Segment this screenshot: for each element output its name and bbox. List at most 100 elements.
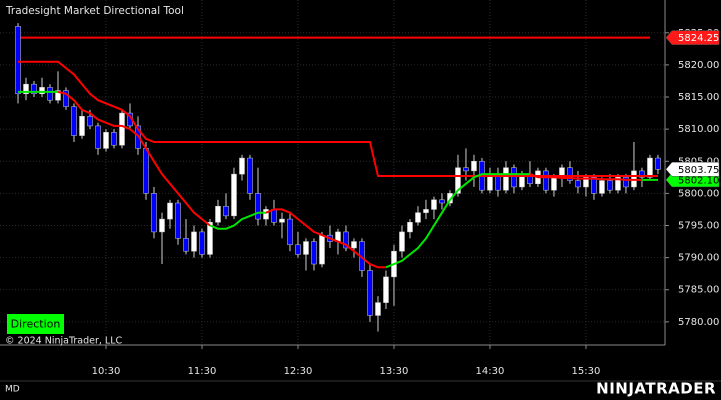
candle-body bbox=[175, 202, 181, 239]
candle-body bbox=[191, 231, 197, 252]
candle-body bbox=[295, 244, 301, 255]
x-tick-label: 15:30 bbox=[572, 366, 601, 377]
candle-body bbox=[615, 177, 621, 191]
candle-body bbox=[255, 193, 261, 220]
plot bbox=[15, 23, 661, 332]
candle-body bbox=[343, 231, 349, 249]
candle-body bbox=[151, 193, 157, 233]
x-tick-label: 12:30 bbox=[284, 366, 313, 377]
candle-body bbox=[183, 238, 189, 252]
candle-body bbox=[511, 167, 517, 188]
indicator-line bbox=[209, 211, 266, 230]
candle-body bbox=[639, 170, 645, 178]
price-tag-label: 5803.75 bbox=[678, 165, 719, 176]
indicator-line bbox=[529, 173, 642, 181]
candle-body bbox=[367, 270, 373, 316]
indicator-line bbox=[18, 60, 658, 177]
candle-body bbox=[143, 148, 149, 194]
instrument: MD bbox=[5, 385, 20, 395]
price-tag bbox=[665, 30, 720, 45]
axes: 5780.00 5785.00 5790.00 5795.00 5800.00 5805.… bbox=[92, 28, 720, 377]
candle-body bbox=[287, 218, 293, 246]
chart-title: Tradesight Market Directional Tool bbox=[5, 5, 184, 17]
x-tick-label: 14:30 bbox=[476, 366, 505, 377]
candle-body bbox=[607, 180, 613, 191]
candle-body bbox=[647, 157, 653, 178]
y-tick-label: 5810.00 bbox=[678, 124, 719, 135]
candle-body bbox=[111, 132, 117, 146]
y-tick-label: 5795.00 bbox=[678, 221, 719, 232]
candle-body bbox=[95, 125, 101, 149]
candle-body bbox=[31, 83, 37, 95]
price-tag-label: 5802.10 bbox=[678, 175, 719, 186]
candle-body bbox=[383, 276, 389, 303]
candle-body bbox=[423, 209, 429, 213]
candle-body bbox=[655, 157, 661, 170]
candle-body bbox=[591, 177, 597, 194]
candle-body bbox=[463, 167, 469, 172]
y-tick-label: 5790.00 bbox=[678, 253, 719, 264]
x-tick-label: 10:30 bbox=[92, 366, 121, 377]
candle-body bbox=[415, 212, 421, 223]
candle-body bbox=[551, 177, 557, 191]
candle-body bbox=[207, 222, 213, 255]
candle-body bbox=[543, 170, 549, 191]
indicator-line bbox=[57, 90, 211, 227]
candle-body bbox=[63, 90, 69, 107]
candle-body bbox=[455, 167, 461, 194]
candle-body bbox=[15, 26, 21, 95]
candle-body bbox=[23, 83, 29, 95]
direction-button[interactable] bbox=[7, 314, 64, 334]
candle-body bbox=[119, 112, 125, 146]
candle-body bbox=[231, 173, 237, 217]
y-tick-label: 5785.00 bbox=[678, 285, 719, 296]
candle-body bbox=[407, 222, 413, 233]
candle-body bbox=[103, 132, 109, 149]
price-tag bbox=[665, 162, 720, 177]
direction-label[interactable]: Direction bbox=[11, 318, 61, 331]
x-tick-label: 11:30 bbox=[188, 366, 217, 377]
candle-body bbox=[39, 87, 45, 95]
candle-body bbox=[303, 241, 309, 255]
candle-body bbox=[351, 241, 357, 249]
candle-body bbox=[247, 157, 253, 194]
candle-body bbox=[279, 218, 285, 223]
x-tick-label: 13:30 bbox=[380, 366, 409, 377]
candle-body bbox=[503, 167, 509, 191]
y-tick-label: 5780.00 bbox=[678, 317, 719, 328]
y-tick-label: 5800.00 bbox=[678, 188, 719, 199]
grid bbox=[0, 0, 665, 345]
candle-body bbox=[271, 209, 277, 223]
candle-body bbox=[223, 205, 229, 217]
y-tick-label: 5815.00 bbox=[678, 92, 719, 103]
indicator-line bbox=[265, 208, 386, 269]
candle-body bbox=[399, 231, 405, 252]
candle-body bbox=[583, 177, 589, 188]
candle-body bbox=[79, 116, 85, 136]
indicator-line bbox=[385, 173, 530, 269]
y-tick-label: 5820.00 bbox=[678, 60, 719, 71]
candle-body bbox=[567, 167, 573, 181]
candle-body bbox=[311, 241, 317, 265]
candle-body bbox=[167, 202, 173, 220]
candle-body bbox=[599, 180, 605, 194]
logo: NINJATRADER bbox=[596, 380, 716, 398]
candle-body bbox=[71, 106, 77, 136]
candle-body bbox=[215, 205, 221, 223]
candle-body bbox=[263, 209, 269, 220]
candle-body bbox=[623, 177, 629, 188]
candle-body bbox=[159, 218, 165, 233]
candle-body bbox=[55, 90, 61, 101]
candle-body bbox=[431, 199, 437, 210]
candle-body bbox=[239, 157, 245, 175]
candle-body bbox=[199, 231, 205, 255]
y-tick-label: 5805.00 bbox=[678, 156, 719, 167]
candle-body bbox=[471, 161, 477, 172]
candle-body bbox=[375, 302, 381, 316]
copyright: © 2024 NinjaTrader, LLC bbox=[5, 336, 122, 347]
price-tag-label: 5824.25 bbox=[678, 33, 719, 44]
candle-body bbox=[87, 116, 93, 127]
candle-body bbox=[575, 180, 581, 188]
candle-body bbox=[439, 199, 445, 204]
